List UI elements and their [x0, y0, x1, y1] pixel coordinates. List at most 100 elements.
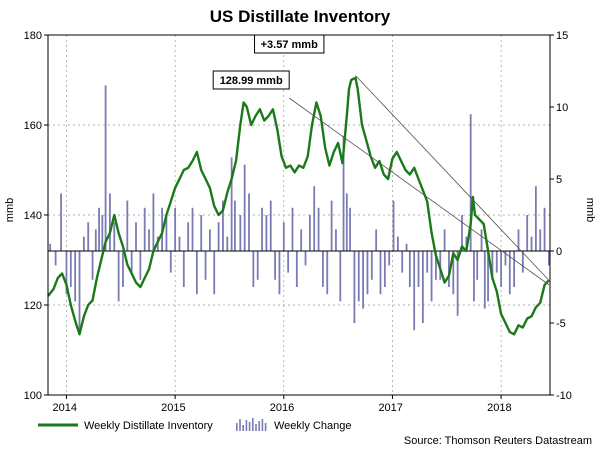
change-bar: [109, 193, 111, 251]
change-bar: [49, 243, 52, 251]
change-bar: [543, 207, 546, 251]
change-bar: [222, 200, 224, 251]
change-bar: [534, 186, 537, 251]
change-bar: [342, 135, 345, 251]
legend-bar-swatch: [236, 418, 267, 431]
change-bar: [326, 251, 329, 295]
change-bar: [526, 215, 529, 251]
change-bar: [317, 207, 320, 251]
change-bar: [370, 251, 373, 280]
change-bar: [375, 229, 378, 251]
change-bar: [143, 207, 146, 251]
change-bar: [98, 207, 100, 251]
change-bar: [165, 215, 168, 251]
change-bar: [178, 236, 181, 251]
left-tick-label: 180: [24, 30, 42, 42]
change-bar: [200, 215, 203, 251]
legend-bar-mark: [261, 419, 264, 431]
change-bar: [357, 251, 360, 302]
change-bar: [513, 251, 516, 287]
change-bar: [426, 251, 429, 273]
change-bar: [104, 85, 107, 252]
change-bar: [239, 215, 242, 251]
change-bar: [508, 251, 511, 295]
change-bar: [330, 200, 333, 251]
annotation-box: [212, 70, 290, 90]
change-bar: [392, 200, 395, 251]
change-bar: [345, 193, 348, 251]
change-bar: [74, 251, 77, 302]
change-bar: [480, 229, 483, 251]
legend-bar-mark: [258, 421, 260, 431]
change-bar: [362, 251, 365, 309]
annotation: 128.99 mmb: [212, 70, 290, 90]
change-bar: [469, 114, 472, 251]
change-bar: [65, 251, 68, 295]
x-tick-label: 2017: [378, 402, 402, 414]
change-bar: [233, 200, 236, 251]
change-bar: [60, 193, 62, 251]
legend-bar-mark: [252, 418, 254, 431]
change-bar: [473, 251, 475, 302]
change-bar: [265, 215, 268, 251]
change-bar: [443, 229, 446, 251]
right-axis-ticks: -10 -5 0 5 10 15: [550, 30, 572, 402]
right-tick-label: 15: [556, 30, 568, 42]
change-bar: [113, 222, 116, 251]
annotations: +3.57 mmb 128.99 mmb: [212, 34, 325, 90]
change-bar: [483, 251, 486, 309]
left-tick-label: 140: [24, 210, 42, 222]
change-bar: [530, 236, 533, 251]
change-bar: [282, 222, 285, 251]
change-bar: [313, 186, 316, 251]
x-tick-label: 2016: [270, 402, 294, 414]
change-bar: [187, 222, 190, 251]
change-bar: [487, 251, 489, 302]
change-bar: [322, 251, 324, 287]
change-bar: [243, 164, 246, 251]
change-bars: [49, 85, 550, 331]
left-axis-ticks: 100 120 140 160 180: [24, 30, 48, 402]
change-bar: [421, 251, 424, 323]
change-bar: [269, 200, 272, 251]
change-bar: [278, 251, 281, 295]
change-bar: [396, 236, 399, 251]
change-bar: [126, 200, 129, 251]
change-bar: [213, 251, 216, 295]
change-bar: [135, 222, 137, 251]
legend-bar-mark: [236, 423, 238, 431]
change-bar: [274, 251, 276, 280]
change-bar: [230, 157, 233, 251]
legend-bar-mark: [264, 423, 267, 431]
y-axis-right-label: mmb: [584, 198, 596, 222]
x-tick-label: 2014: [52, 402, 76, 414]
y-axis-left-label: mmb: [4, 198, 16, 222]
change-bar: [539, 229, 542, 251]
change-bar: [413, 251, 416, 331]
change-bar: [300, 229, 303, 251]
change-bar: [69, 251, 72, 287]
change-bar: [335, 229, 337, 251]
trendlines: [288, 75, 550, 286]
right-tick-label: 0: [556, 246, 562, 258]
legend-bar-mark: [239, 419, 241, 431]
change-bar: [388, 251, 391, 266]
change-bar: [191, 207, 194, 251]
change-bar: [82, 236, 85, 251]
change-bar: [452, 251, 455, 295]
change-bar: [435, 251, 437, 280]
change-bar: [476, 251, 479, 280]
change-bar: [252, 251, 255, 287]
change-bar: [101, 215, 104, 251]
change-bar: [448, 251, 450, 287]
legend: Weekly Distillate Inventory Weekly Chang…: [38, 418, 351, 432]
change-bar: [54, 251, 57, 266]
change-bar: [182, 251, 185, 287]
change-bar: [204, 251, 207, 280]
change-bar: [417, 251, 420, 287]
change-bar: [491, 251, 494, 280]
inventory-line-group: [47, 76, 550, 336]
change-bar: [517, 229, 520, 251]
annotation-label: +3.57 mmb: [261, 39, 318, 51]
change-bar: [122, 251, 124, 287]
